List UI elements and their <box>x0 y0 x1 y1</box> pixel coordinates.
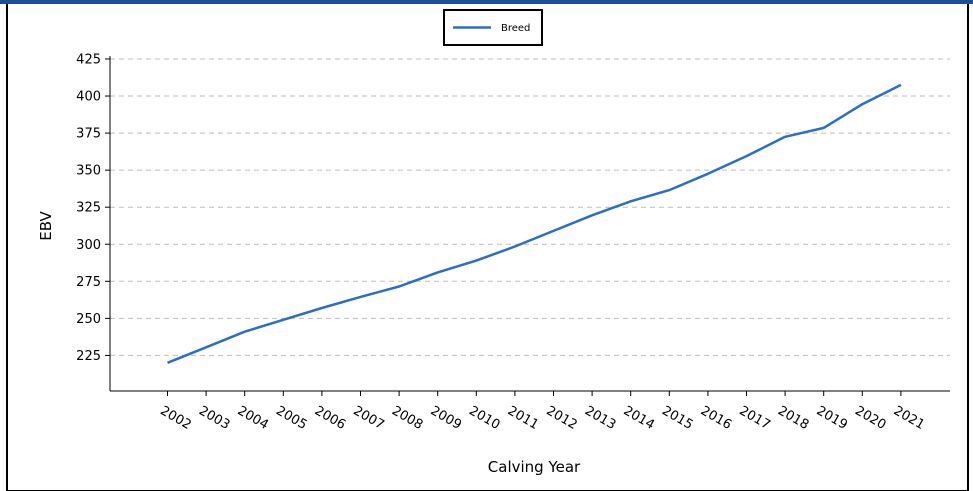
x-tick-label-2011: 2011 <box>505 403 541 433</box>
y-tick-label-350: 350 <box>76 164 101 179</box>
x-tick-label-2010: 2010 <box>466 403 502 433</box>
series-line-breed <box>167 83 902 364</box>
x-tick-label-2017: 2017 <box>737 403 773 433</box>
y-tick-label-300: 300 <box>76 238 101 253</box>
x-tick-label-2018: 2018 <box>775 403 811 433</box>
y-tick-label-325: 325 <box>76 201 101 216</box>
x-tick-label-2002: 2002 <box>158 403 194 433</box>
axes <box>109 56 950 392</box>
x-tick-label-2020: 2020 <box>852 403 888 433</box>
legend: Breed <box>443 9 543 46</box>
x-tick-label-2013: 2013 <box>582 403 618 433</box>
x-tick-label-2004: 2004 <box>235 403 271 433</box>
x-axis-title: Calving Year <box>488 458 581 476</box>
x-tick-label-2016: 2016 <box>698 403 734 433</box>
x-tick-label-2005: 2005 <box>273 403 309 433</box>
x-tick-label-2021: 2021 <box>891 403 927 433</box>
series-layer <box>167 83 902 364</box>
x-tick-label-2019: 2019 <box>814 403 850 433</box>
chart-frame <box>6 4 969 491</box>
x-tick-label-2006: 2006 <box>312 403 348 433</box>
x-tick-label-2014: 2014 <box>621 403 657 433</box>
y-tick-label-425: 425 <box>76 52 101 67</box>
window-top-bar <box>0 0 973 4</box>
y-tick-label-225: 225 <box>76 349 101 364</box>
legend-label-breed: Breed <box>501 23 530 34</box>
x-tick-label-2007: 2007 <box>351 403 387 433</box>
y-tick-label-250: 250 <box>76 312 101 327</box>
y-tick-label-375: 375 <box>76 127 101 142</box>
x-tick-label-2012: 2012 <box>544 403 580 433</box>
gridlines <box>110 58 950 356</box>
x-tick-label-2008: 2008 <box>389 403 425 433</box>
y-tick-label-400: 400 <box>76 90 101 105</box>
y-tick-label-275: 275 <box>76 275 101 290</box>
x-tick-label-2015: 2015 <box>659 403 695 433</box>
x-tick-label-2003: 2003 <box>196 403 232 433</box>
y-axis-title: EBV <box>37 210 55 240</box>
x-axis-ticks: 2002 2003 2004 2005 2006 2007 2008 2009 2010 2011… <box>158 391 927 433</box>
y-axis-ticks: 225 250 275 300 325 350 375 400 425 <box>76 52 110 364</box>
x-tick-label-2009: 2009 <box>428 403 464 433</box>
